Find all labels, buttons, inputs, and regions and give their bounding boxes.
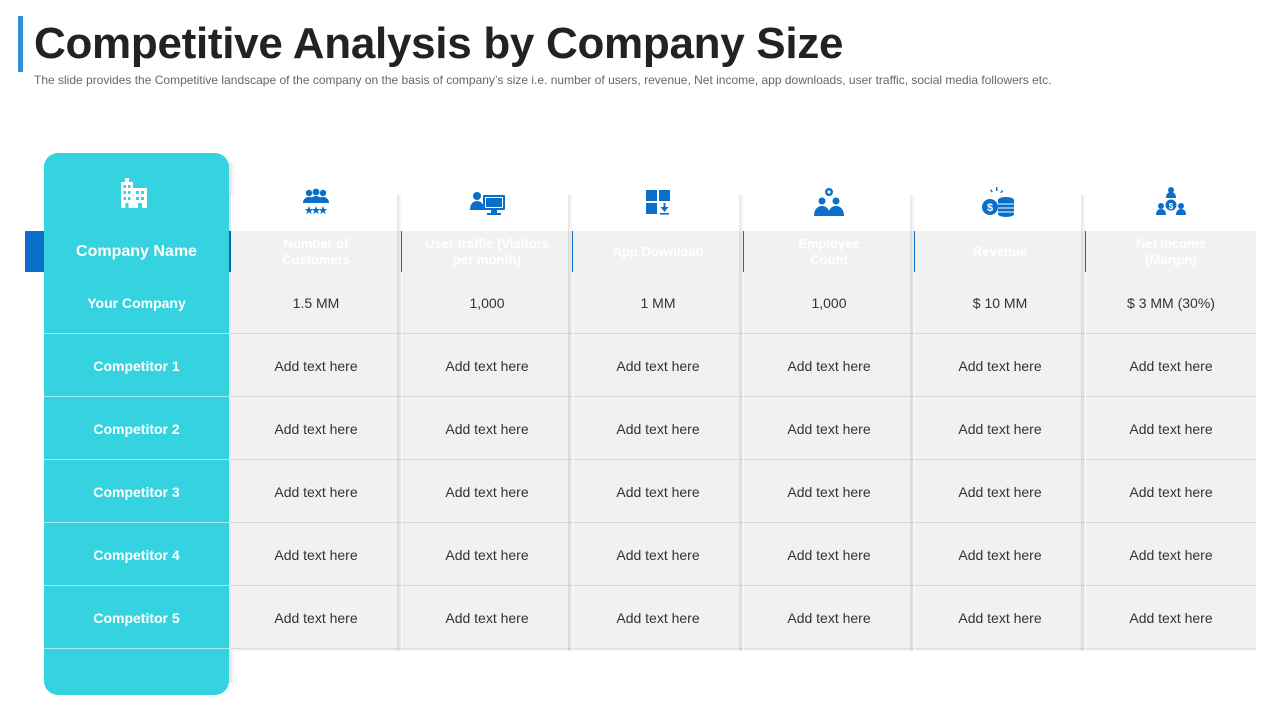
svg-text:$: $ xyxy=(1169,202,1174,211)
table-cell: 1 MM xyxy=(573,272,743,334)
app-download-icon xyxy=(642,186,674,218)
employees-gear-icon xyxy=(813,186,845,218)
page-subtitle: The slide provides the Competitive lands… xyxy=(34,73,1052,87)
table-cell: Add text here xyxy=(573,398,743,460)
column-divider xyxy=(397,195,402,651)
title-accent-bar xyxy=(18,16,23,72)
company-name-header: Company Name xyxy=(76,242,197,260)
table-cell: Add text here xyxy=(1086,524,1256,586)
table-cell: Add text here xyxy=(402,461,572,523)
svg-text:$: $ xyxy=(987,202,993,214)
row-label: Competitor 1 xyxy=(44,335,229,397)
table-cell: Add text here xyxy=(402,335,572,397)
column-divider xyxy=(1081,195,1086,651)
table-cell: Add text here xyxy=(231,335,401,397)
coins-icon: $ xyxy=(979,186,1017,218)
table-cell: Add text here xyxy=(1086,398,1256,460)
table-cell: Add text here xyxy=(744,524,914,586)
table-cell: Add text here xyxy=(231,461,401,523)
column-background xyxy=(231,195,401,651)
column-background xyxy=(915,195,1085,651)
table-cell: Add text here xyxy=(231,398,401,460)
table-cell: Add text here xyxy=(402,524,572,586)
table-cell: Add text here xyxy=(231,524,401,586)
table-cell: Add text here xyxy=(744,461,914,523)
column-header: User traffic (Visitors per month) xyxy=(424,235,550,267)
row-label: Competitor 3 xyxy=(44,461,229,523)
building-icon xyxy=(121,178,147,208)
column-header: Revenue xyxy=(972,243,1028,259)
column-background xyxy=(573,195,743,651)
row-label: Your Company xyxy=(44,272,229,334)
table-cell: Add text here xyxy=(573,524,743,586)
net-income-icon: $ xyxy=(1155,186,1187,218)
table-cell: Add text here xyxy=(1086,587,1256,649)
table-cell: Add text here xyxy=(573,335,743,397)
column-divider xyxy=(739,195,744,651)
table-cell: 1,000 xyxy=(744,272,914,334)
company-column xyxy=(44,153,229,695)
table-cell: $ 10 MM xyxy=(915,272,1085,334)
column-background xyxy=(1086,195,1256,651)
table-cell: 1,000 xyxy=(402,272,572,334)
column-header: Number of Customers xyxy=(282,235,350,267)
table-cell: Add text here xyxy=(915,335,1085,397)
column-header: App Download xyxy=(612,243,704,259)
row-label: Competitor 4 xyxy=(44,524,229,586)
column-divider xyxy=(910,195,915,651)
table-cell: Add text here xyxy=(1086,461,1256,523)
table-cell: Add text here xyxy=(744,398,914,460)
table-cell: Add text here xyxy=(744,335,914,397)
column-divider xyxy=(568,195,573,651)
column-background xyxy=(402,195,572,651)
table-cell: Add text here xyxy=(573,461,743,523)
column-background xyxy=(744,195,914,651)
table-cell: Add text here xyxy=(915,461,1085,523)
table-cell: Add text here xyxy=(402,398,572,460)
user-monitor-icon xyxy=(469,186,507,218)
table-cell: Add text here xyxy=(915,398,1085,460)
column-header-cap xyxy=(573,195,743,231)
table-cell: Add text here xyxy=(744,587,914,649)
column-header: Employee Count xyxy=(798,235,860,267)
row-label: Competitor 2 xyxy=(44,398,229,460)
page-title: Competitive Analysis by Company Size xyxy=(34,19,844,68)
table-cell: Add text here xyxy=(402,587,572,649)
table-cell: Add text here xyxy=(573,587,743,649)
table-cell: Add text here xyxy=(231,587,401,649)
table-cell: Add text here xyxy=(1086,335,1256,397)
users-stars-icon xyxy=(300,186,332,218)
column-header: Net Income (Margin) xyxy=(1135,235,1207,267)
table-cell: Add text here xyxy=(915,587,1085,649)
row-label: Competitor 5 xyxy=(44,587,229,649)
table-cell: $ 3 MM (30%) xyxy=(1086,272,1256,334)
table-cell: 1.5 MM xyxy=(231,272,401,334)
table-cell: Add text here xyxy=(915,524,1085,586)
